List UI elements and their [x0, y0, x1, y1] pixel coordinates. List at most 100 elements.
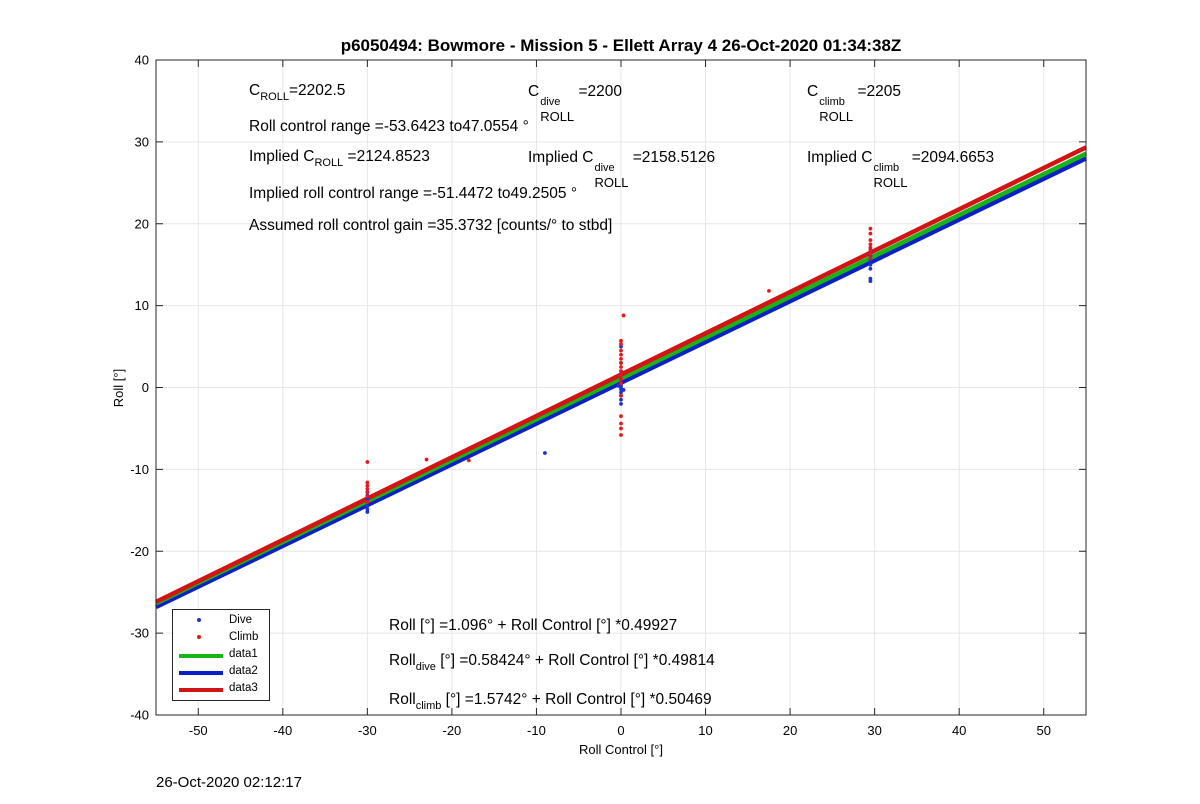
legend-label-data2: data2: [229, 665, 258, 677]
point-climb: [621, 313, 626, 318]
y-tick-label: 20: [135, 216, 149, 231]
x-tick-label: -40: [273, 723, 292, 738]
chart-title: p6050494: Bowmore - Mission 5 - Ellett A…: [341, 36, 902, 55]
point-climb: [619, 373, 623, 378]
c-roll-annotation: CROLL=2202.5: [249, 82, 346, 103]
legend-item-data1: data1: [173, 647, 269, 663]
roll-control-gain: Assumed roll control gain =35.3732 [coun…: [249, 217, 613, 234]
fit-all-equation: Roll [°] =1.096° + Roll Control [°] *0.4…: [389, 617, 678, 634]
legend-line-data3: [179, 688, 223, 692]
point-climb: [619, 365, 623, 369]
point-climb: [868, 238, 873, 243]
legend-line-data1: [179, 654, 223, 658]
point-climb: [619, 426, 623, 431]
legend-label-climb: Climb: [229, 631, 259, 643]
roll-control-range: Roll control range =-53.6423 to47.0554 °: [249, 118, 529, 135]
y-tick-label: -40: [130, 708, 149, 723]
point-dive: [365, 504, 370, 509]
point-dive: [619, 397, 623, 402]
point-climb: [365, 490, 370, 495]
point-dive: [616, 383, 621, 388]
point-climb: [466, 458, 471, 463]
point-climb: [619, 356, 623, 361]
point-climb: [868, 242, 873, 247]
legend-item-dive: Dive: [173, 613, 269, 629]
point-climb: [619, 433, 623, 437]
point-dive: [868, 266, 873, 271]
point-dive: [543, 451, 547, 455]
point-climb: [619, 352, 623, 357]
x-tick-label: 20: [783, 723, 797, 738]
fit-climb-equation: Rollclimb [°] =1.5742° + Roll Control [°…: [389, 691, 712, 712]
y-tick-label: -20: [130, 544, 149, 559]
point-climb: [619, 338, 623, 343]
point-climb: [619, 421, 623, 426]
point-climb: [619, 381, 623, 386]
point-climb: [868, 248, 873, 253]
tick-layer: -50 -40 -30 -20 -10 0 10 20 30 40 50 -40 -30 -20 -10 0 1…: [130, 53, 1086, 738]
point-dive: [619, 401, 623, 406]
y-axis-label: Roll [°]: [111, 369, 126, 407]
legend-item-climb: Climb: [173, 630, 269, 646]
point-dive: [365, 507, 370, 512]
point-dive: [868, 276, 873, 281]
series-layer: [155, 145, 1087, 610]
point-climb: [619, 348, 623, 353]
x-axis-label: Roll Control [°]: [579, 742, 663, 757]
grid-lines: [156, 60, 1086, 715]
footer-timestamp: 26-Oct-2020 02:12:17: [156, 774, 302, 791]
legend-label-dive: Dive: [229, 614, 253, 626]
x-tick-label: -20: [443, 723, 462, 738]
fit-dive-equation: Rolldive [°] =0.58424° + Roll Control [°…: [389, 652, 715, 673]
point-climb: [424, 457, 429, 462]
legend-marker-climb: [197, 635, 201, 639]
point-climb: [619, 393, 623, 398]
point-climb: [365, 487, 370, 491]
point-climb: [619, 377, 623, 382]
point-dive: [868, 262, 873, 267]
point-climb: [365, 500, 370, 505]
point-climb: [868, 231, 873, 236]
y-tick-label: 0: [142, 380, 149, 395]
point-climb: [619, 369, 623, 374]
y-tick-label: 30: [135, 134, 149, 149]
point-climb: [619, 361, 623, 365]
point-climb: [365, 460, 370, 464]
x-tick-label: -30: [358, 723, 377, 738]
x-tick-label: 0: [617, 723, 624, 738]
point-climb: [868, 226, 873, 231]
x-tick-label: 50: [1036, 723, 1050, 738]
y-tick-label: -10: [130, 462, 149, 477]
implied-c-roll: Implied CROLL =2124.8523: [249, 148, 430, 169]
x-tick-label: -10: [527, 723, 546, 738]
point-climb: [868, 256, 873, 261]
point-dive: [619, 390, 623, 395]
point-dive: [621, 388, 626, 392]
x-tick-label: -50: [189, 723, 208, 738]
y-tick-label: 10: [135, 298, 149, 313]
legend-item-data2: data2: [173, 664, 269, 680]
x-tick-label: 10: [698, 723, 712, 738]
x-tick-label: 40: [952, 723, 966, 738]
point-climb: [868, 245, 873, 250]
point-climb: [767, 288, 771, 293]
x-tick-label: 30: [867, 723, 881, 738]
legend-line-data2: [179, 671, 223, 675]
legend-label-data1: data1: [229, 648, 258, 660]
point-climb: [365, 494, 370, 499]
point-climb: [365, 480, 370, 485]
legend-marker-dive: [197, 618, 201, 622]
chart-legend: Dive Climb data1 data2 data3: [172, 609, 270, 701]
point-climb: [619, 342, 623, 347]
point-climb: [868, 252, 873, 256]
y-tick-label: -30: [130, 626, 149, 641]
legend-item-data3: data3: [173, 681, 269, 697]
legend-label-data3: data3: [229, 682, 258, 694]
y-tick-label: 40: [135, 53, 149, 68]
implied-roll-range: Implied roll control range =-51.4472 to4…: [249, 185, 578, 202]
